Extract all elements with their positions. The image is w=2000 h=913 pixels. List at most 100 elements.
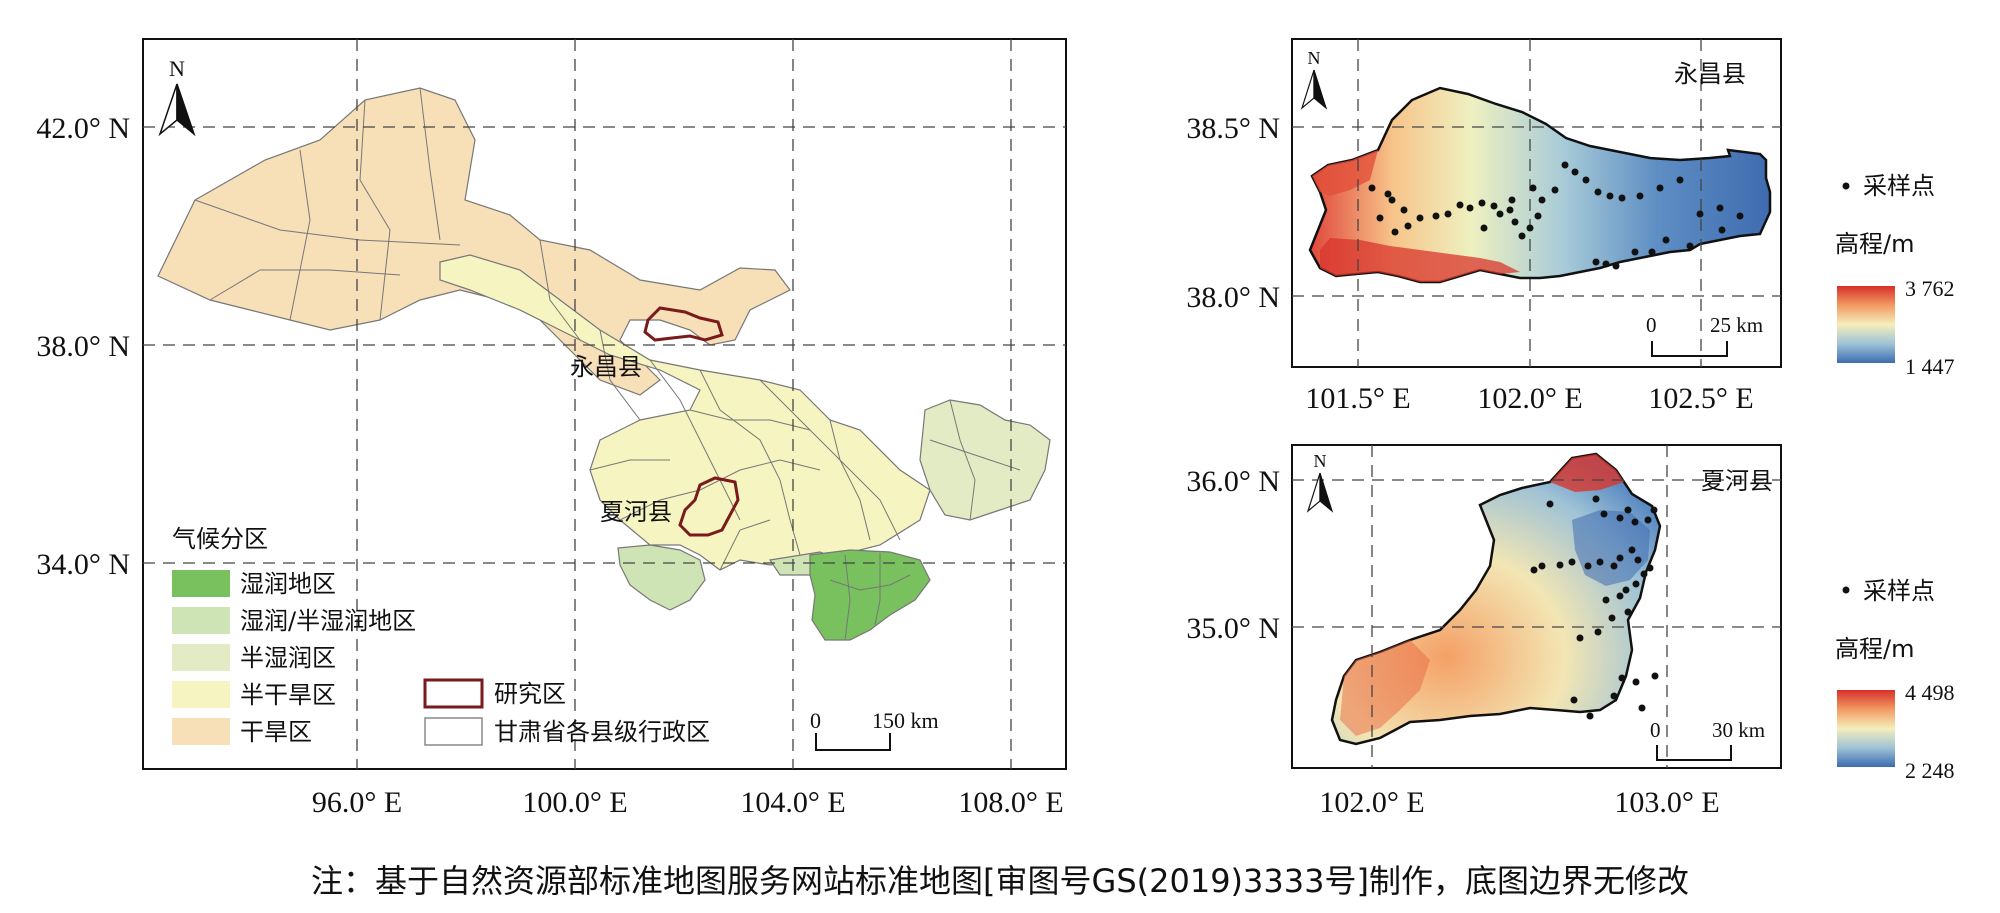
xiahe-sample-point — [1608, 614, 1616, 622]
yongchang-sample-point — [1561, 161, 1569, 169]
yongchang-lat-38-0: 38.0° N — [1186, 281, 1280, 314]
yongchang-graticule — [1292, 39, 1781, 367]
xiahe-sample-point — [1628, 546, 1636, 554]
yongchang-legend-elev-bar — [1837, 286, 1895, 363]
main-scale-start: 0 — [810, 708, 821, 733]
xiahe-scale-end: 30 km — [1712, 718, 1765, 742]
yongchang-sample-points — [1368, 161, 1744, 270]
xiahe-sample-point — [1576, 634, 1584, 642]
main-north-arrow-icon: N — [158, 56, 196, 137]
xiahe-sample-point — [1616, 592, 1624, 600]
yongchang-legend-max: 3 762 — [1905, 276, 1955, 301]
main-map-graticule — [143, 39, 1066, 769]
yongchang-sample-point — [1602, 260, 1610, 268]
yongchang-sample-point — [1444, 210, 1452, 218]
yongchang-north-arrow-icon: N — [1300, 48, 1328, 110]
yongchang-scale-bar: 0 25 km — [1646, 313, 1763, 357]
yongchang-sample-point — [1376, 214, 1384, 222]
yongchang-legend-min: 1 447 — [1905, 354, 1955, 379]
yongchang-sample-point — [1656, 184, 1664, 192]
yongchang-sample-point — [1466, 204, 1474, 212]
yongchang-sample-point — [1526, 224, 1534, 232]
legend-study-area-label: 研究区 — [494, 680, 566, 708]
yongchang-sample-point — [1496, 210, 1504, 218]
yongchang-legend: 采样点 高程/m 3 762 1 447 — [1835, 172, 1955, 379]
yongchang-sample-point — [1718, 226, 1726, 234]
yongchang-sample-point — [1571, 168, 1579, 176]
xiahe-sample-point — [1624, 608, 1632, 616]
yongchang-sample-point — [1368, 184, 1376, 192]
yongchang-map: N 永昌县 0 25 km 38.5° N 38.0° N 101.5° E 1… — [1186, 38, 1782, 415]
xiahe-sample-point — [1634, 556, 1642, 564]
semi-humid-zone — [919, 399, 1051, 521]
yongchang-scale-start: 0 — [1646, 313, 1657, 337]
xiahe-sample-point — [1640, 570, 1648, 578]
yongchang-sample-point — [1594, 188, 1602, 196]
yongchang-sample-point — [1508, 196, 1516, 204]
legend-swatch-1 — [172, 607, 230, 634]
xiahe-orange-west — [1340, 640, 1430, 736]
xiahe-sample-point — [1616, 554, 1624, 562]
yongchang-sample-point — [1506, 206, 1514, 214]
xiahe-north-arrow-icon: N — [1306, 451, 1334, 513]
legend-county-swatch — [424, 717, 483, 746]
legend-label-4: 干旱区 — [240, 718, 312, 746]
yongchang-sample-point — [1478, 199, 1486, 207]
yongchang-lon-102-5: 102.5° E — [1648, 382, 1753, 415]
xiahe-sample-point — [1602, 596, 1610, 604]
yongchang-legend-points-label: 采样点 — [1863, 172, 1935, 200]
xiahe-lon-102: 102.0° E — [1319, 786, 1424, 819]
xiahe-sample-point — [1624, 506, 1632, 514]
xiahe-scale-start: 0 — [1650, 718, 1661, 742]
xiahe-sample-point — [1596, 558, 1604, 566]
study-area-xiahe — [678, 476, 740, 537]
xiahe-sample-point — [1556, 561, 1564, 569]
xiahe-sample-point — [1610, 562, 1618, 570]
xiahe-sample-point — [1586, 712, 1594, 720]
xiahe-sample-point — [1570, 696, 1578, 704]
xiahe-legend-points-label: 采样点 — [1863, 577, 1935, 605]
xiahe-legend-point-icon — [1842, 586, 1850, 594]
main-lon-label-96: 96.0° E — [312, 786, 402, 819]
footnote: 注：基于自然资源部标准地图服务网站标准地图[审图号GS(2019)3333号]制… — [311, 862, 1689, 900]
yongchang-sample-point — [1391, 228, 1399, 236]
xiahe-lon-103: 103.0° E — [1614, 786, 1719, 819]
yongchang-sample-point — [1404, 222, 1412, 230]
xiahe-sample-point — [1568, 558, 1576, 566]
xiahe-sample-point — [1622, 586, 1630, 594]
yongchang-sample-point — [1676, 176, 1684, 184]
xiahe-sample-point — [1644, 516, 1652, 524]
xiahe-sample-point — [1646, 564, 1654, 572]
yongchang-sample-point — [1696, 210, 1704, 218]
legend-swatch-4 — [172, 718, 230, 745]
study-area-yongchang — [643, 306, 724, 342]
xiahe-sample-point — [1650, 506, 1658, 514]
yongchang-lon-101-5: 101.5° E — [1305, 382, 1410, 415]
main-scale-bar: 0 150 km — [810, 708, 939, 751]
yongchang-sample-point — [1736, 212, 1744, 220]
yongchang-sample-point — [1631, 248, 1639, 256]
xiahe-sample-point — [1600, 510, 1608, 518]
yongchang-label: 永昌县 — [570, 353, 642, 381]
xiahe-sample-point — [1530, 566, 1538, 574]
yongchang-sample-point — [1716, 204, 1724, 212]
xiahe-legend-elev-bar — [1837, 690, 1895, 767]
xiahe-title: 夏河县 — [1701, 467, 1773, 495]
yongchang-sample-point — [1551, 186, 1559, 194]
humid-zone — [809, 549, 931, 641]
xiahe-legend-max: 4 498 — [1905, 680, 1955, 705]
xiahe-scale-bar: 0 30 km — [1650, 718, 1765, 761]
yongchang-sample-point — [1511, 218, 1519, 226]
yongchang-sample-point — [1686, 242, 1694, 250]
yongchang-legend-elev-title: 高程/m — [1835, 230, 1914, 258]
yongchang-sample-point — [1518, 232, 1526, 240]
xiahe-sample-point — [1651, 672, 1659, 680]
yongchang-sample-point — [1534, 212, 1542, 220]
yongchang-sample-point — [1606, 192, 1614, 200]
yongchang-sample-point — [1400, 206, 1408, 214]
yongchang-title: 永昌县 — [1674, 60, 1746, 88]
yongchang-sample-point — [1432, 212, 1440, 220]
xiahe-legend-elev-title: 高程/m — [1835, 635, 1914, 663]
